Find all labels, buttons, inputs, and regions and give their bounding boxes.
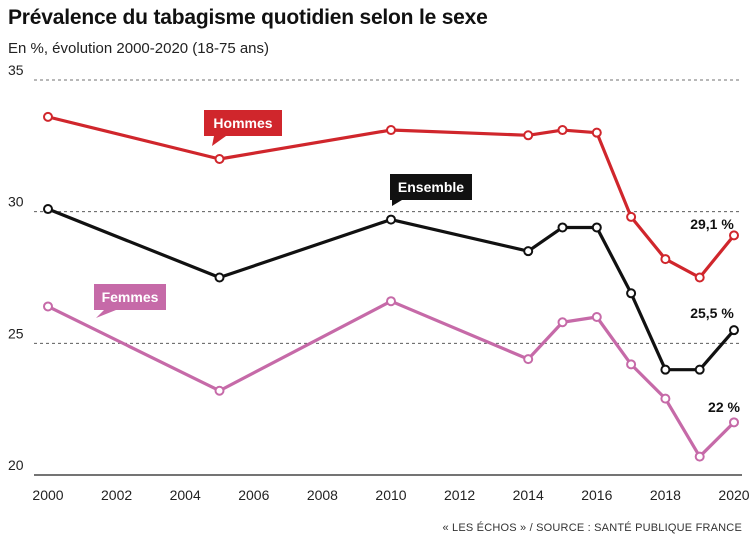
data-point-femmes bbox=[729, 417, 739, 428]
y-tick-label: 20 bbox=[8, 457, 24, 473]
x-tick-label: 2020 bbox=[718, 487, 749, 503]
data-point-ensemble bbox=[43, 204, 53, 215]
x-tick-label: 2000 bbox=[32, 487, 63, 503]
source-credit: « LES ÉCHOS » / SOURCE : SANTÉ PUBLIQUE … bbox=[442, 522, 742, 534]
series-name-label: Hommes bbox=[213, 115, 272, 131]
series-line-femmes bbox=[46, 299, 736, 459]
data-point-ensemble bbox=[591, 222, 602, 233]
data-point-ensemble bbox=[214, 272, 225, 283]
data-point-ensemble bbox=[557, 222, 568, 233]
data-point-hommes bbox=[557, 125, 568, 136]
data-point-hommes bbox=[214, 154, 225, 164]
x-tick-label: 2010 bbox=[375, 487, 406, 503]
data-point-hommes bbox=[626, 211, 637, 222]
series-name-pointer bbox=[96, 310, 116, 318]
series-name-box bbox=[204, 110, 282, 136]
chart-title: Prévalence du tabagisme quotidien selon … bbox=[8, 6, 488, 29]
y-tick-label: 25 bbox=[8, 325, 24, 341]
data-point-hommes bbox=[386, 125, 396, 136]
grid-lines bbox=[34, 79, 742, 476]
x-tick-label: 2016 bbox=[581, 487, 612, 503]
series-line-hommes bbox=[46, 115, 736, 280]
chart-subtitle: En %, évolution 2000-2020 (18-75 ans) bbox=[8, 40, 270, 57]
series-name-box bbox=[94, 284, 166, 310]
data-point-hommes bbox=[660, 254, 671, 265]
series-name-label: Ensemble bbox=[398, 179, 464, 195]
x-tick-label: 2008 bbox=[307, 487, 338, 503]
data-point-femmes bbox=[523, 354, 534, 365]
data-point-femmes bbox=[386, 296, 396, 307]
data-point-hommes bbox=[43, 111, 53, 122]
y-tick-label: 35 bbox=[8, 62, 24, 78]
x-tick-label: 2004 bbox=[170, 487, 201, 503]
data-point-femmes bbox=[43, 301, 53, 312]
series-end-value-label: 25,5 % bbox=[690, 305, 734, 321]
data-point-hommes bbox=[591, 127, 602, 138]
y-tick-label: 30 bbox=[8, 194, 24, 210]
data-point-ensemble bbox=[660, 364, 671, 375]
y-axis-tick-labels: 20 25 30 35 bbox=[8, 62, 24, 473]
x-axis-tick-labels: 2000 2002 2004 2006 2008 2010 2012 2014 2016 2018… bbox=[32, 487, 749, 503]
data-point-ensemble bbox=[523, 246, 534, 257]
data-point-femmes bbox=[626, 359, 637, 370]
x-tick-label: 2002 bbox=[101, 487, 132, 503]
series-name-label: Femmes bbox=[102, 289, 159, 305]
series-name-pointer bbox=[392, 193, 402, 206]
series-line-ensemble bbox=[46, 207, 736, 372]
data-point-hommes bbox=[729, 230, 739, 241]
data-point-ensemble bbox=[626, 288, 637, 299]
data-point-femmes bbox=[557, 317, 568, 328]
x-tick-label: 2006 bbox=[238, 487, 269, 503]
data-point-femmes bbox=[214, 385, 225, 396]
series-end-value-label: 29,1 % bbox=[690, 216, 734, 232]
x-tick-label: 2012 bbox=[444, 487, 475, 503]
series-layer bbox=[43, 111, 739, 462]
data-point-ensemble bbox=[694, 364, 705, 375]
data-point-femmes bbox=[694, 451, 705, 462]
series-end-value-label: 22 % bbox=[708, 399, 740, 415]
series-name-box bbox=[390, 174, 472, 200]
series-labels: Hommes 29,1 % Ensemble 25,5 % Femmes 22 % bbox=[94, 110, 741, 415]
data-point-hommes bbox=[523, 130, 534, 141]
data-point-ensemble bbox=[386, 214, 396, 225]
x-tick-label: 2018 bbox=[650, 487, 681, 503]
data-point-ensemble bbox=[729, 325, 739, 336]
data-point-femmes bbox=[660, 393, 671, 404]
data-point-femmes bbox=[591, 312, 602, 322]
x-tick-label: 2014 bbox=[513, 487, 544, 503]
series-name-pointer bbox=[212, 136, 226, 146]
data-point-hommes bbox=[694, 272, 705, 283]
